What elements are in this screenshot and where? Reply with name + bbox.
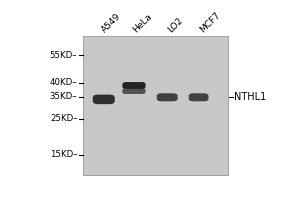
FancyBboxPatch shape <box>189 93 208 101</box>
Text: 25KD–: 25KD– <box>50 114 77 123</box>
FancyBboxPatch shape <box>93 95 115 104</box>
Text: 35KD–: 35KD– <box>50 92 77 101</box>
FancyBboxPatch shape <box>122 88 146 94</box>
Text: 15KD–: 15KD– <box>50 150 77 159</box>
Text: HeLa: HeLa <box>132 12 154 35</box>
FancyBboxPatch shape <box>122 82 146 89</box>
FancyBboxPatch shape <box>157 93 178 101</box>
Text: A549: A549 <box>100 12 123 35</box>
Text: NTHL1: NTHL1 <box>234 92 266 102</box>
Text: MCF7: MCF7 <box>198 11 222 35</box>
Text: 55KD–: 55KD– <box>50 51 77 60</box>
Text: LO2: LO2 <box>167 16 185 35</box>
Text: 40KD–: 40KD– <box>50 78 77 87</box>
Bar <box>83 36 228 175</box>
